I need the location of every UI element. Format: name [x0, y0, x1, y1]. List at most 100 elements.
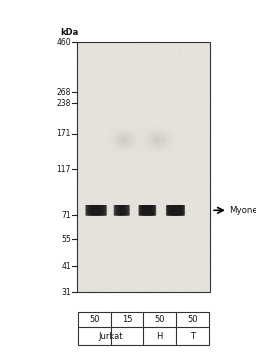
FancyBboxPatch shape [123, 205, 124, 215]
FancyBboxPatch shape [97, 205, 99, 215]
FancyBboxPatch shape [168, 205, 169, 215]
FancyBboxPatch shape [128, 205, 129, 215]
FancyBboxPatch shape [154, 205, 155, 215]
FancyBboxPatch shape [154, 205, 155, 215]
FancyBboxPatch shape [169, 205, 170, 215]
FancyBboxPatch shape [172, 205, 173, 215]
FancyBboxPatch shape [140, 205, 141, 215]
FancyBboxPatch shape [154, 205, 155, 215]
FancyBboxPatch shape [170, 205, 171, 215]
FancyBboxPatch shape [118, 205, 119, 215]
FancyBboxPatch shape [144, 205, 145, 215]
FancyBboxPatch shape [139, 205, 140, 215]
FancyBboxPatch shape [152, 205, 153, 215]
FancyBboxPatch shape [100, 205, 101, 215]
FancyBboxPatch shape [119, 205, 120, 215]
FancyBboxPatch shape [180, 205, 182, 215]
Bar [77, 42, 210, 292]
Text: 31: 31 [61, 288, 71, 297]
FancyBboxPatch shape [177, 205, 178, 215]
FancyBboxPatch shape [94, 205, 95, 215]
FancyBboxPatch shape [183, 205, 184, 215]
FancyBboxPatch shape [143, 205, 144, 215]
FancyBboxPatch shape [99, 205, 100, 215]
FancyBboxPatch shape [122, 205, 123, 215]
FancyBboxPatch shape [91, 205, 93, 215]
FancyBboxPatch shape [142, 205, 143, 215]
FancyBboxPatch shape [103, 205, 104, 215]
FancyBboxPatch shape [124, 205, 125, 215]
FancyBboxPatch shape [179, 205, 180, 215]
FancyBboxPatch shape [91, 205, 92, 215]
FancyBboxPatch shape [126, 205, 127, 215]
FancyBboxPatch shape [178, 205, 179, 215]
FancyBboxPatch shape [181, 205, 182, 215]
FancyBboxPatch shape [152, 205, 153, 215]
FancyBboxPatch shape [102, 205, 103, 215]
FancyBboxPatch shape [99, 205, 100, 215]
FancyBboxPatch shape [129, 205, 130, 215]
FancyBboxPatch shape [127, 205, 128, 215]
FancyBboxPatch shape [116, 205, 118, 215]
FancyBboxPatch shape [121, 205, 122, 215]
FancyBboxPatch shape [126, 205, 127, 215]
FancyBboxPatch shape [171, 205, 172, 215]
FancyBboxPatch shape [116, 205, 117, 215]
FancyBboxPatch shape [150, 205, 152, 215]
FancyBboxPatch shape [145, 205, 146, 215]
FancyBboxPatch shape [127, 205, 129, 215]
FancyBboxPatch shape [143, 205, 145, 215]
FancyBboxPatch shape [95, 205, 96, 215]
FancyBboxPatch shape [123, 205, 124, 215]
FancyBboxPatch shape [124, 205, 126, 215]
FancyBboxPatch shape [182, 205, 184, 215]
FancyBboxPatch shape [86, 205, 88, 215]
FancyBboxPatch shape [169, 205, 170, 215]
FancyBboxPatch shape [116, 205, 118, 215]
FancyBboxPatch shape [94, 205, 96, 215]
FancyBboxPatch shape [93, 205, 94, 215]
FancyBboxPatch shape [146, 205, 147, 215]
FancyBboxPatch shape [120, 205, 122, 215]
FancyBboxPatch shape [143, 205, 144, 215]
FancyBboxPatch shape [138, 205, 140, 215]
FancyBboxPatch shape [122, 205, 124, 215]
Text: T: T [190, 332, 195, 341]
FancyBboxPatch shape [119, 205, 121, 215]
FancyBboxPatch shape [169, 205, 170, 215]
FancyBboxPatch shape [103, 205, 105, 215]
FancyBboxPatch shape [154, 205, 155, 215]
FancyBboxPatch shape [178, 205, 179, 215]
FancyBboxPatch shape [147, 205, 148, 215]
FancyBboxPatch shape [174, 205, 176, 215]
FancyBboxPatch shape [123, 205, 124, 215]
FancyBboxPatch shape [183, 205, 184, 215]
FancyBboxPatch shape [120, 205, 121, 215]
FancyBboxPatch shape [141, 205, 142, 215]
FancyBboxPatch shape [176, 205, 178, 215]
FancyBboxPatch shape [124, 205, 125, 215]
FancyBboxPatch shape [115, 205, 116, 215]
FancyBboxPatch shape [138, 205, 140, 215]
FancyBboxPatch shape [166, 205, 167, 215]
FancyBboxPatch shape [105, 205, 106, 215]
FancyBboxPatch shape [89, 205, 90, 215]
FancyBboxPatch shape [118, 205, 119, 215]
FancyBboxPatch shape [103, 205, 104, 215]
Text: 268: 268 [57, 88, 71, 97]
FancyBboxPatch shape [91, 205, 92, 215]
FancyBboxPatch shape [92, 205, 93, 215]
FancyBboxPatch shape [169, 205, 171, 215]
Text: 50: 50 [89, 315, 100, 324]
FancyBboxPatch shape [88, 205, 89, 215]
FancyBboxPatch shape [149, 205, 151, 215]
FancyBboxPatch shape [93, 205, 94, 215]
FancyBboxPatch shape [115, 205, 116, 215]
FancyBboxPatch shape [148, 205, 150, 215]
FancyBboxPatch shape [155, 205, 156, 215]
FancyBboxPatch shape [144, 205, 146, 215]
FancyBboxPatch shape [142, 205, 143, 215]
Text: kDa: kDa [60, 28, 79, 37]
FancyBboxPatch shape [177, 205, 178, 215]
FancyBboxPatch shape [183, 205, 184, 215]
